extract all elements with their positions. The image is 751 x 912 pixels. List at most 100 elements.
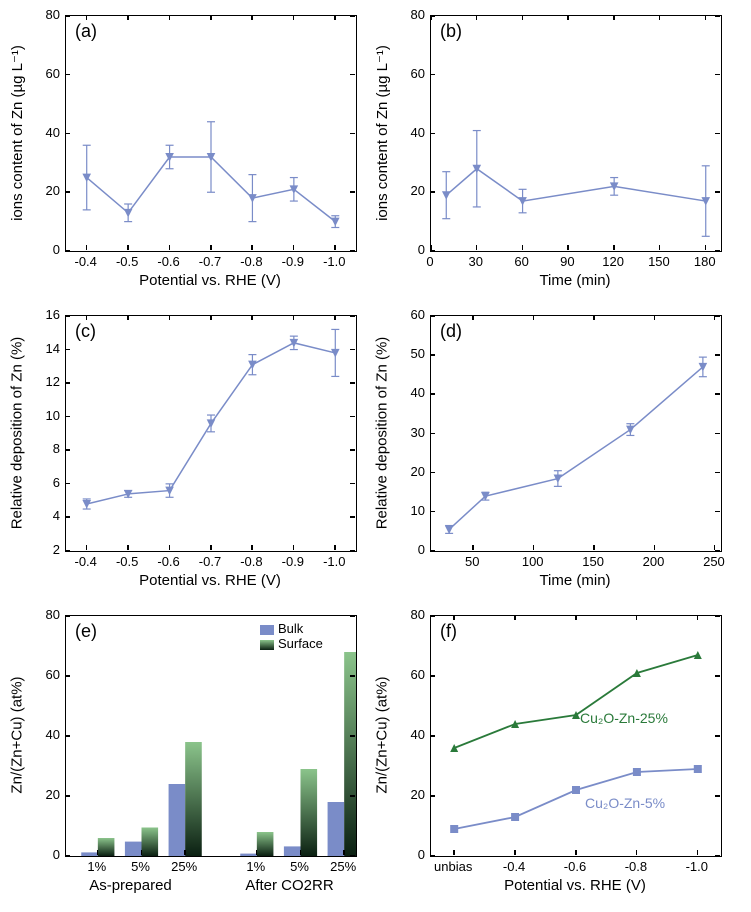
plot-svg — [66, 616, 356, 856]
ytick — [65, 191, 70, 193]
ytick — [65, 735, 70, 737]
panel-f-plot — [430, 615, 722, 857]
xtick — [97, 850, 99, 855]
ytick-label: 10 — [400, 503, 425, 518]
xtick — [127, 315, 129, 320]
panel-c-label: (c) — [75, 321, 96, 342]
ytick-label: 20 — [35, 183, 60, 198]
ytick — [65, 250, 70, 252]
ytick — [715, 511, 720, 513]
ytick — [430, 433, 435, 435]
group-label: 25% — [323, 859, 363, 874]
xtick-label: -0.8 — [231, 554, 271, 569]
xtick — [705, 245, 707, 250]
xtick — [593, 315, 595, 320]
xtick-label: 250 — [694, 554, 734, 569]
xtick — [659, 15, 661, 20]
ytick — [715, 315, 720, 317]
ytick — [715, 433, 720, 435]
xtick-label: 150 — [573, 554, 613, 569]
xtick-label: -0.8 — [231, 254, 271, 269]
series-label: Cu₂O-Zn-25% — [580, 710, 668, 726]
panel-e-xlabel-left: As-prepared — [65, 877, 196, 894]
ytick — [715, 615, 720, 617]
ytick-label: 2 — [35, 542, 60, 557]
panel-f-ylabel: Zn/(Zn+Cu) (at%) — [374, 615, 391, 855]
ytick — [715, 250, 720, 252]
ytick — [65, 315, 70, 317]
ytick — [350, 416, 355, 418]
xtick — [86, 315, 88, 320]
xtick — [522, 245, 524, 250]
xtick — [169, 15, 171, 20]
ytick-label: 40 — [400, 385, 425, 400]
ytick — [65, 615, 70, 617]
xtick-label: 30 — [456, 254, 496, 269]
xtick-label: -0.9 — [273, 554, 313, 569]
ytick — [65, 15, 70, 17]
xtick-label: 100 — [513, 554, 553, 569]
plot-svg — [66, 16, 356, 251]
group-label: 5% — [280, 859, 320, 874]
ytick-label: 16 — [35, 307, 60, 322]
panel-f-xlabel: Potential vs. RHE (V) — [430, 877, 720, 894]
ytick — [350, 550, 355, 552]
ytick — [350, 449, 355, 451]
ytick — [65, 795, 70, 797]
ytick — [715, 675, 720, 677]
ytick — [430, 550, 435, 552]
xtick-label: -0.4 — [66, 254, 106, 269]
ytick-label: 30 — [400, 425, 425, 440]
panel-f-label: (f) — [440, 621, 457, 642]
ytick — [430, 735, 435, 737]
group-label: 25% — [164, 859, 204, 874]
ytick-label: 80 — [35, 7, 60, 22]
ytick — [715, 133, 720, 135]
panel-c-xlabel: Potential vs. RHE (V) — [65, 572, 355, 589]
xtick-label: -0.5 — [107, 554, 147, 569]
panel-e-ylabel: Zn/(Zn+Cu) (at%) — [9, 615, 26, 855]
ytick — [350, 191, 355, 193]
xtick — [293, 315, 295, 320]
ytick — [65, 133, 70, 135]
xtick — [251, 545, 253, 550]
ytick-label: 10 — [35, 408, 60, 423]
xtick — [256, 850, 258, 855]
xtick — [251, 15, 253, 20]
ytick — [350, 382, 355, 384]
ytick — [715, 354, 720, 356]
ytick — [430, 250, 435, 252]
xtick — [593, 545, 595, 550]
ytick — [430, 354, 435, 356]
panel-b-ylabel: ions content of Zn (µg L⁻¹) — [373, 15, 391, 250]
xtick-label: 150 — [639, 254, 679, 269]
xtick-label: -0.6 — [550, 859, 600, 874]
ytick — [715, 74, 720, 76]
xtick-label: 200 — [634, 554, 674, 569]
xtick — [472, 315, 474, 320]
xtick — [86, 545, 88, 550]
ytick-label: 12 — [35, 374, 60, 389]
xtick — [210, 315, 212, 320]
panel-e-label: (e) — [75, 621, 97, 642]
legend-label: Bulk — [278, 621, 303, 636]
xtick — [343, 850, 345, 855]
ytick — [350, 795, 355, 797]
ytick — [430, 675, 435, 677]
legend-label: Surface — [278, 636, 323, 651]
ytick-label: 80 — [400, 607, 425, 622]
xtick — [334, 545, 336, 550]
ytick-label: 20 — [400, 787, 425, 802]
ytick — [350, 74, 355, 76]
ytick — [715, 795, 720, 797]
ytick — [430, 855, 435, 857]
ytick — [350, 250, 355, 252]
xtick — [86, 245, 88, 250]
xtick — [334, 315, 336, 320]
xtick — [293, 245, 295, 250]
xtick — [210, 545, 212, 550]
ytick-label: 20 — [400, 464, 425, 479]
panel-d-label: (d) — [440, 321, 462, 342]
ytick — [430, 615, 435, 617]
xtick — [86, 15, 88, 20]
